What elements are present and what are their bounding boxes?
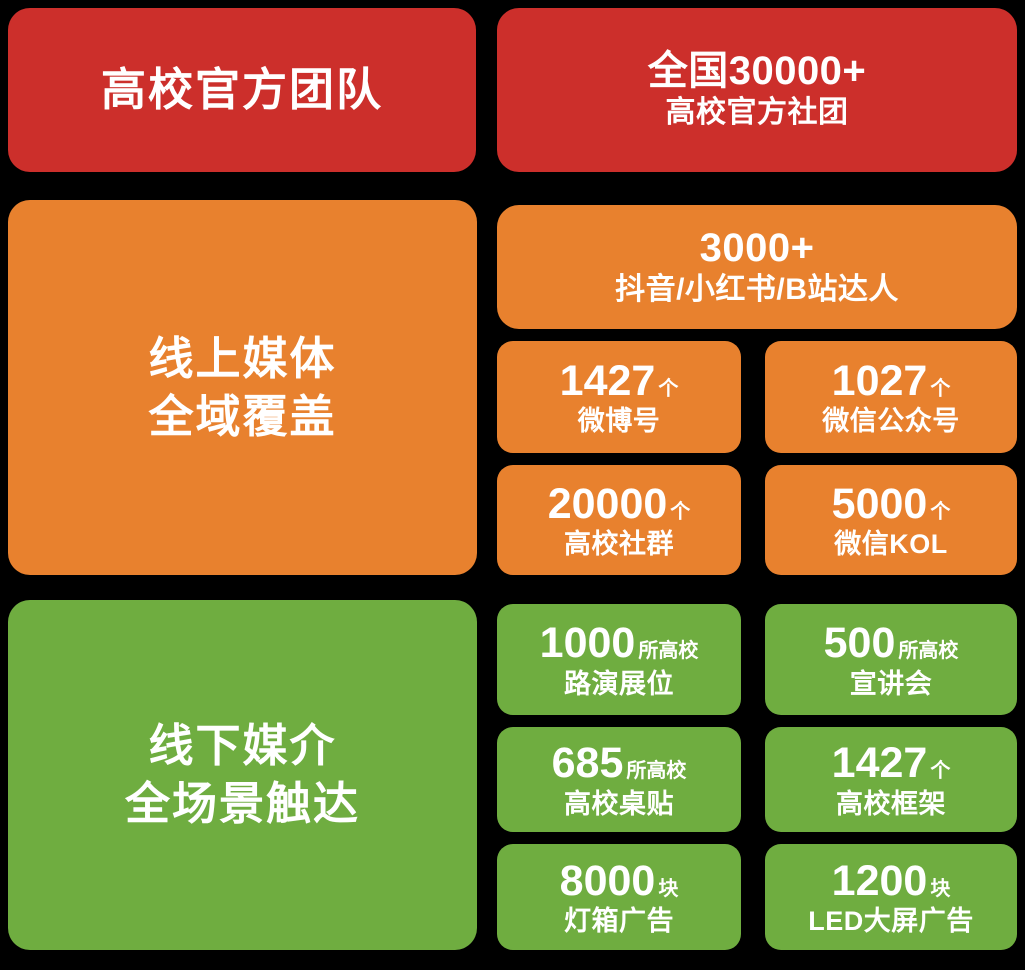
stat-unit: 个	[930, 500, 951, 523]
card-creators: 3000+ 抖音/小红书/B站达人	[497, 205, 1017, 329]
stat-headline-creators: 3000+	[699, 226, 815, 271]
card-official-team: 高校官方团队	[8, 8, 476, 172]
card-lightbox-ad: 8000 块 灯箱广告	[497, 844, 741, 950]
stat-value: 8000	[559, 856, 656, 905]
stat-unit: 块	[658, 877, 679, 900]
stat-unit: 所高校	[898, 640, 959, 663]
stat-number-weibo: 1427 个	[559, 356, 679, 405]
stat-value: 1427	[831, 739, 928, 788]
stat-number-lightbox-ad: 8000 块	[559, 856, 679, 905]
stat-value: 1200	[831, 856, 928, 905]
card-campus-talk: 500 所高校 宣讲会	[765, 604, 1017, 715]
card-wechat-official: 1027 个 微信公众号	[765, 341, 1017, 453]
category-label-offline-media: 线下媒介 全场景触达	[124, 720, 360, 829]
stat-number-campus-groups: 20000 个	[547, 479, 691, 528]
card-desk-sticker: 685 所高校 高校桌贴	[497, 727, 741, 832]
stat-headline-national-clubs: 全国30000+	[647, 49, 867, 94]
stat-label-lightbox-ad: 灯箱广告	[564, 906, 674, 937]
stat-label-wechat-official: 微信公众号	[822, 406, 960, 437]
stat-number-wechat-official: 1027 个	[831, 356, 951, 405]
stat-unit: 个	[658, 377, 679, 400]
stat-unit: 所高校	[626, 760, 687, 783]
stat-number-desk-sticker: 685 所高校	[551, 739, 687, 788]
stat-value: 1027	[831, 356, 928, 405]
stat-value: 20000	[547, 479, 668, 528]
stat-label-campus-talk: 宣讲会	[849, 668, 933, 699]
stat-label-weibo: 微博号	[577, 406, 661, 437]
stat-value: 1427	[559, 356, 656, 405]
stat-label-campus-frame: 高校框架	[836, 788, 946, 819]
stat-subline-national-clubs: 高校官方社团	[665, 96, 849, 130]
stat-unit: 个	[930, 377, 951, 400]
stat-number-campus-talk: 500 所高校	[823, 619, 959, 668]
card-weibo: 1427 个 微博号	[497, 341, 741, 453]
stat-number-wechat-kol: 5000 个	[831, 479, 951, 528]
stat-number-campus-frame: 1427 个	[831, 739, 951, 788]
stat-value: 685	[551, 739, 624, 788]
category-label-official-team: 高校官方团队	[100, 64, 383, 116]
card-campus-groups: 20000 个 高校社群	[497, 465, 741, 575]
card-roadshow: 1000 所高校 路演展位	[497, 604, 741, 715]
card-wechat-kol: 5000 个 微信KOL	[765, 465, 1017, 575]
stat-value: 1000	[539, 619, 636, 668]
stat-number-led-screen-ad: 1200 块	[831, 856, 951, 905]
stat-value: 5000	[831, 479, 928, 528]
stat-unit: 个	[930, 760, 951, 783]
stat-number-roadshow: 1000 所高校	[539, 619, 699, 668]
stat-unit: 所高校	[638, 640, 699, 663]
stat-subline-creators: 抖音/小红书/B站达人	[615, 273, 899, 307]
stat-label-roadshow: 路演展位	[564, 668, 674, 699]
stat-label-campus-groups: 高校社群	[564, 529, 674, 560]
stat-unit: 块	[930, 877, 951, 900]
card-campus-frame: 1427 个 高校框架	[765, 727, 1017, 832]
card-online-media: 线上媒体 全域覆盖	[8, 200, 477, 575]
card-offline-media: 线下媒介 全场景触达	[8, 600, 477, 950]
stat-label-desk-sticker: 高校桌贴	[564, 788, 674, 819]
stat-label-led-screen-ad: LED大屏广告	[808, 906, 974, 937]
card-led-screen-ad: 1200 块 LED大屏广告	[765, 844, 1017, 950]
stat-value: 500	[823, 619, 896, 668]
category-label-online-media: 线上媒体 全域覆盖	[148, 332, 337, 442]
stat-unit: 个	[670, 500, 691, 523]
stat-label-wechat-kol: 微信KOL	[834, 529, 948, 560]
card-national-clubs: 全国30000+ 高校官方社团	[497, 8, 1017, 172]
